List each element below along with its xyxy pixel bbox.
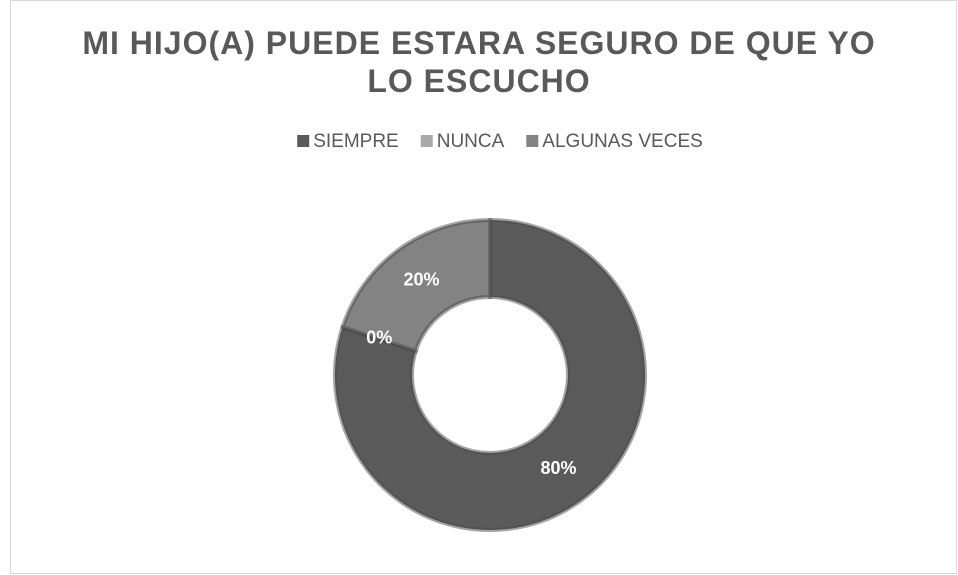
chart-frame (10, 0, 957, 574)
slices (333, 217, 647, 532)
legend: SIEMPRE NUNCA ALGUNAS VECES (297, 131, 703, 152)
legend-swatch (297, 135, 310, 147)
legend-label: ALGUNAS VECES (542, 131, 703, 152)
data-label: 20% (404, 269, 440, 289)
slice (340, 217, 492, 354)
legend-label: SIEMPRE (313, 131, 399, 152)
data-label: 0% (366, 328, 392, 348)
legend-label: NUNCA (437, 131, 505, 152)
data-labels: 80% 0% 20% (366, 269, 576, 478)
legend-swatch (526, 135, 539, 147)
legend-swatch (420, 135, 433, 147)
slice (333, 217, 647, 532)
data-label: 80% (540, 458, 576, 478)
chart-title: MI HIJO(A) PUEDE ESTARA SEGURO DE QUE YO… (82, 25, 876, 99)
